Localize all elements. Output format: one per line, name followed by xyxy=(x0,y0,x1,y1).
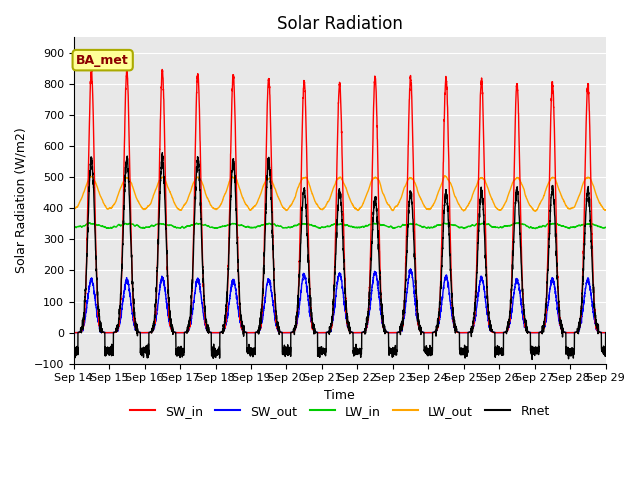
LW_in xyxy=(70,225,77,231)
SW_in xyxy=(602,330,609,336)
SW_out xyxy=(429,329,437,335)
LW_out xyxy=(602,207,609,213)
LW_out xyxy=(70,206,77,212)
SW_out xyxy=(602,330,609,336)
Rnet xyxy=(320,348,328,353)
SW_in xyxy=(70,330,77,336)
LW_out xyxy=(459,207,467,213)
SW_out xyxy=(489,329,497,335)
LW_in xyxy=(459,225,467,231)
LW_out xyxy=(602,207,609,213)
SW_in xyxy=(166,315,173,321)
Rnet xyxy=(70,350,77,356)
LW_in xyxy=(602,225,609,230)
Title: Solar Radiation: Solar Radiation xyxy=(276,15,403,33)
LW_in xyxy=(429,224,437,230)
LW_out xyxy=(165,187,173,193)
LW_in xyxy=(515,220,522,226)
Rnet xyxy=(528,357,536,362)
SW_in xyxy=(489,330,497,336)
LW_in xyxy=(531,226,539,231)
LW_in xyxy=(489,224,497,230)
SW_in xyxy=(429,330,437,336)
Rnet xyxy=(166,306,173,312)
LW_out xyxy=(429,202,437,208)
SW_out xyxy=(406,266,414,272)
SW_out xyxy=(601,330,609,336)
LW_out xyxy=(441,173,449,179)
Line: LW_out: LW_out xyxy=(74,176,605,211)
Rnet xyxy=(459,348,467,354)
Line: LW_in: LW_in xyxy=(74,223,605,228)
Rnet xyxy=(602,346,609,351)
LW_in xyxy=(165,223,173,228)
Legend: SW_in, SW_out, LW_in, LW_out, Rnet: SW_in, SW_out, LW_in, LW_out, Rnet xyxy=(125,400,555,423)
SW_in xyxy=(601,330,609,336)
Rnet xyxy=(429,330,437,336)
X-axis label: Time: Time xyxy=(324,389,355,402)
SW_in xyxy=(459,330,467,336)
LW_out xyxy=(489,198,497,204)
SW_in xyxy=(320,330,328,336)
Line: SW_out: SW_out xyxy=(74,269,605,333)
LW_in xyxy=(320,225,328,230)
LW_out xyxy=(320,206,328,212)
Rnet xyxy=(602,330,609,336)
LW_in xyxy=(602,225,609,230)
Text: BA_met: BA_met xyxy=(76,54,129,67)
LW_out xyxy=(531,208,538,214)
SW_in xyxy=(123,66,131,72)
Line: SW_in: SW_in xyxy=(74,69,605,333)
SW_out xyxy=(165,319,173,324)
Rnet xyxy=(489,329,497,335)
Line: Rnet: Rnet xyxy=(74,153,605,360)
SW_out xyxy=(459,330,467,336)
SW_out xyxy=(70,330,77,336)
SW_out xyxy=(320,330,328,336)
Rnet xyxy=(159,150,166,156)
Y-axis label: Solar Radiation (W/m2): Solar Radiation (W/m2) xyxy=(15,128,28,274)
